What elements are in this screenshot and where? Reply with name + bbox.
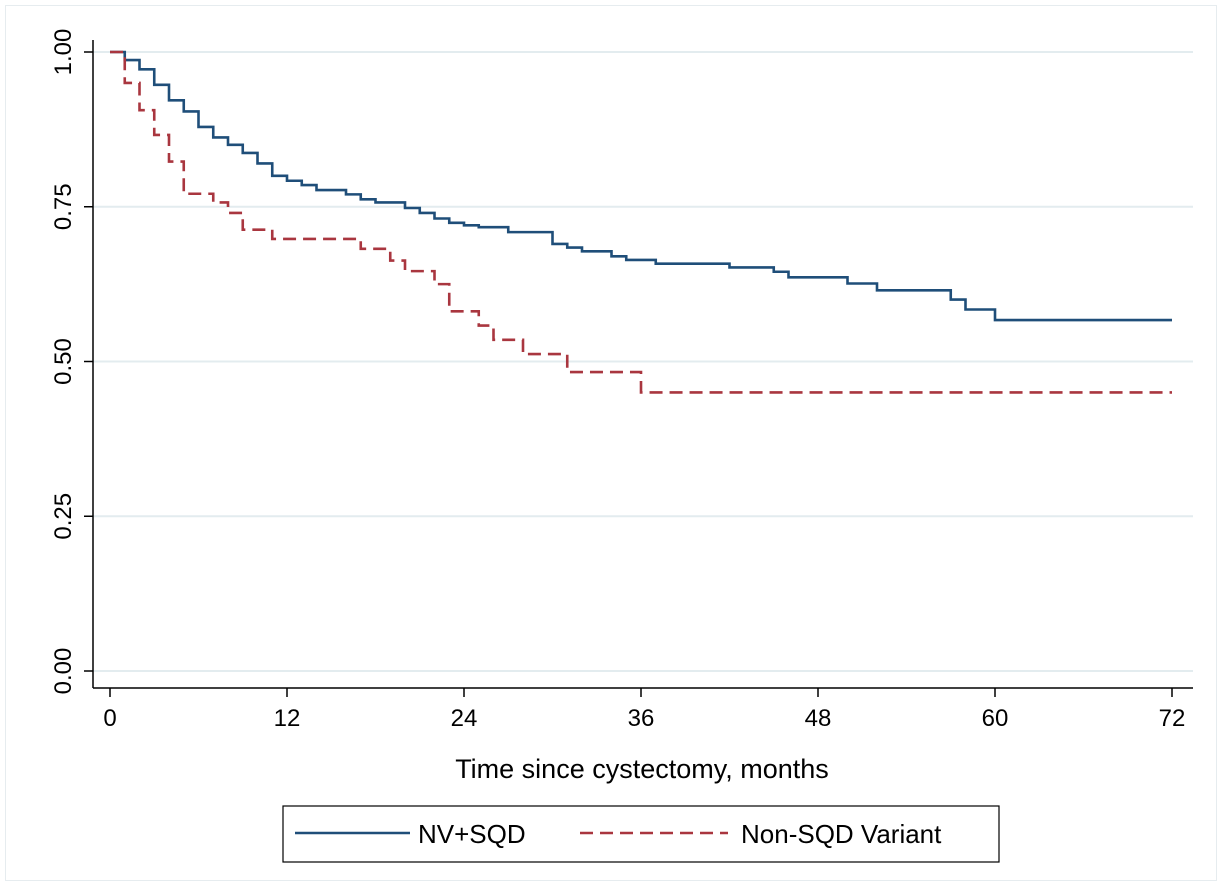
x-tick-label: 24 — [451, 705, 478, 732]
x-axis-title: Time since cystectomy, months — [455, 754, 829, 784]
y-tick-label: 0.50 — [50, 338, 77, 385]
y-tick-label: 1.00 — [50, 29, 77, 76]
legend-items: NV+SQD Non-SQD Variant — [295, 819, 942, 849]
x-tick-label: 12 — [274, 705, 301, 732]
series-line-non-sqd-variant — [110, 50, 1172, 394]
x-tick-label: 60 — [982, 705, 1009, 732]
x-tick-label: 72 — [1159, 705, 1186, 732]
y-tick-label: 0.00 — [50, 648, 77, 695]
legend-label: NV+SQD — [418, 819, 526, 849]
series-line-nv-sqd — [110, 50, 1172, 322]
y-tick-label: 0.75 — [50, 183, 77, 230]
legend: NV+SQD Non-SQD Variant — [282, 805, 1000, 863]
x-tick-label: 48 — [805, 705, 832, 732]
y-tick-label: 0.25 — [50, 493, 77, 540]
x-tick-label: 36 — [628, 705, 655, 732]
x-tick-label: 0 — [103, 705, 116, 732]
legend-label: Non-SQD Variant — [741, 819, 942, 849]
figure-border — [5, 5, 1217, 881]
series-lines — [110, 50, 1172, 394]
ticks: 0.00 0.25 0.50 0.75 1.00 0 12 24 36 48 60 72 — [50, 29, 1185, 732]
grid-lines — [93, 51, 1193, 672]
axes — [92, 40, 1193, 689]
